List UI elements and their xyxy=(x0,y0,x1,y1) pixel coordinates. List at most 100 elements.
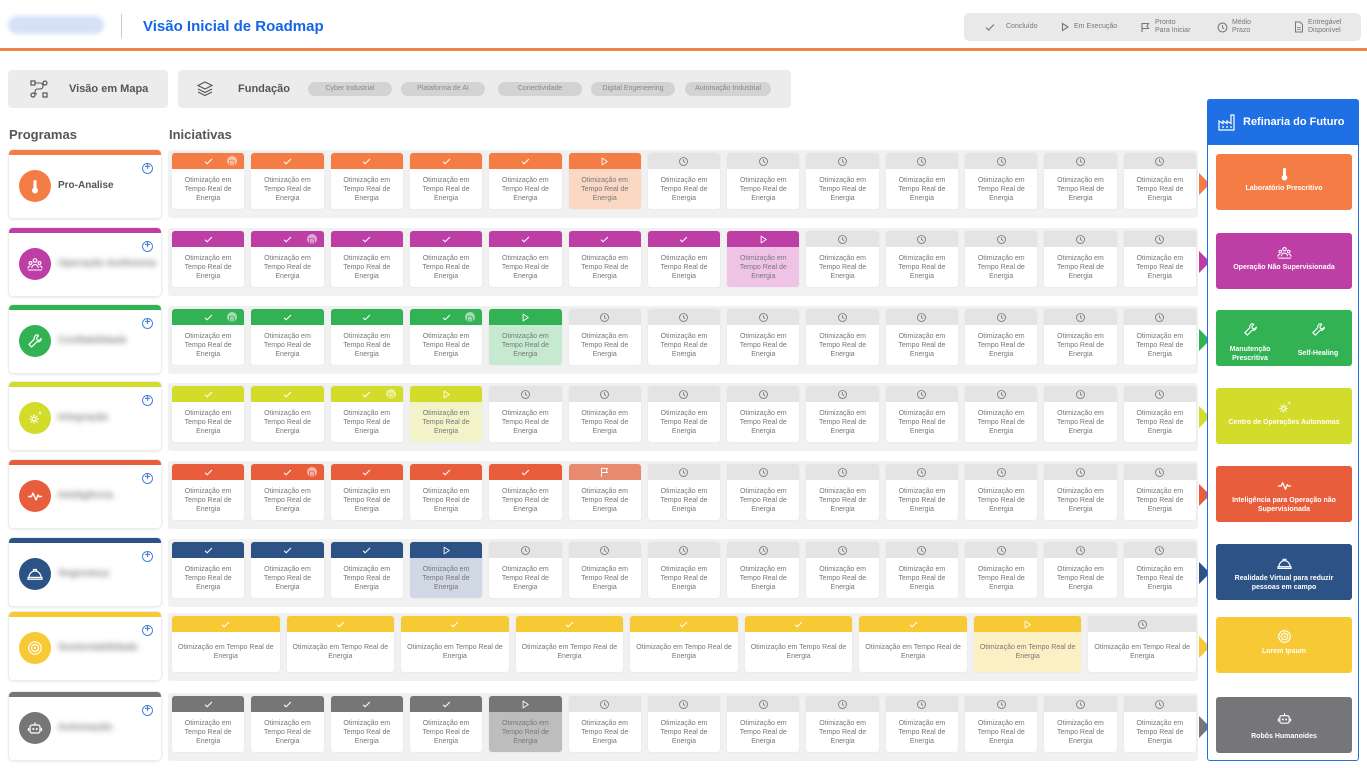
initiative-card[interactable]: Otimização em Tempo Real de Energia xyxy=(515,616,624,672)
add-initiative-button[interactable]: + xyxy=(142,625,153,636)
initiative-card[interactable]: Otimização em Tempo Real de Energia xyxy=(859,616,967,672)
initiative-card[interactable]: Otimização em Tempo Real de Energia xyxy=(1044,153,1117,209)
program-card[interactable]: Integração + xyxy=(9,382,161,450)
add-initiative-button[interactable]: + xyxy=(142,241,153,252)
initiative-card[interactable]: Otimização em Tempo Real de Energia xyxy=(885,542,959,598)
program-card[interactable]: Confiabilidade + xyxy=(9,305,161,373)
initiative-card[interactable]: Otimização em Tempo Real de Energia xyxy=(647,231,721,287)
initiative-card[interactable]: Otimização em Tempo Real de Energia xyxy=(647,386,721,442)
initiative-card[interactable]: Otimização em Tempo Real de Energia xyxy=(568,309,641,365)
initiative-card[interactable]: Otimização em Tempo Real de Energia xyxy=(172,386,245,442)
add-initiative-button[interactable]: + xyxy=(142,163,153,174)
initiative-card[interactable]: Otimização em Tempo Real de Energia xyxy=(172,542,245,598)
refinery-card[interactable]: Lorem Ipsum xyxy=(1216,617,1352,673)
initiative-card[interactable]: Otimização em Tempo Real de Energia xyxy=(1123,231,1196,287)
initiative-card[interactable]: Otimização em Tempo Real de Energia xyxy=(973,616,1082,672)
initiative-card[interactable]: Otimização em Tempo Real de Energia xyxy=(172,616,280,672)
initiative-card[interactable]: Otimização em Tempo Real de Energia xyxy=(409,153,483,209)
initiative-card[interactable]: Otimização em Tempo Real de Energia xyxy=(172,309,245,365)
initiative-card[interactable]: Otimização em Tempo Real de Energia xyxy=(885,309,959,365)
initiative-card[interactable]: Otimização em Tempo Real de Energia xyxy=(409,696,483,752)
initiative-card[interactable]: Otimização em Tempo Real de Energia xyxy=(1044,386,1117,442)
initiative-card[interactable]: Otimização em Tempo Real de Energia xyxy=(172,696,245,752)
initiative-card[interactable]: Otimização em Tempo Real de Energia xyxy=(885,696,959,752)
add-initiative-button[interactable]: + xyxy=(142,551,153,562)
initiative-card[interactable]: Otimização em Tempo Real de Energia xyxy=(489,464,562,520)
program-card[interactable]: Automação + xyxy=(9,692,161,760)
initiative-card[interactable]: Otimização em Tempo Real de Energia xyxy=(568,542,641,598)
initiative-card[interactable]: Otimização em Tempo Real de Energia xyxy=(1123,153,1196,209)
initiative-card[interactable]: Otimização em Tempo Real de Energia xyxy=(727,153,800,209)
initiative-card[interactable]: Otimização em Tempo Real de Energia xyxy=(330,696,403,752)
initiative-card[interactable]: Otimização em Tempo Real de Energia xyxy=(1044,542,1117,598)
initiative-card[interactable]: Otimização em Tempo Real de Energia xyxy=(330,386,403,442)
initiative-card[interactable]: Otimização em Tempo Real de Energia xyxy=(630,616,738,672)
initiative-card[interactable]: Otimização em Tempo Real de Energia xyxy=(965,464,1038,520)
initiative-card[interactable]: Otimização em Tempo Real de Energia xyxy=(568,696,641,752)
initiative-card[interactable]: Otimização em Tempo Real de Energia xyxy=(965,386,1038,442)
chip-cyber-industrial[interactable]: Cyber Industrial xyxy=(308,82,392,96)
program-card[interactable]: Sustentabilidade + xyxy=(9,612,161,680)
initiative-card[interactable]: Otimização em Tempo Real de Energia xyxy=(727,231,800,287)
initiative-card[interactable]: Otimização em Tempo Real de Energia xyxy=(647,153,721,209)
refinery-card[interactable]: Centro de Operações Autonomas xyxy=(1216,388,1352,444)
initiative-card[interactable]: Otimização em Tempo Real de Energia xyxy=(647,542,721,598)
initiative-card[interactable]: Otimização em Tempo Real de Energia xyxy=(409,542,483,598)
initiative-card[interactable]: Otimização em Tempo Real de Energia xyxy=(1044,231,1117,287)
refinery-card[interactable]: Laboratório Prescritivo xyxy=(1216,154,1352,210)
initiative-card[interactable]: Otimização em Tempo Real de Energia xyxy=(409,386,483,442)
initiative-card[interactable]: Otimização em Tempo Real de Energia xyxy=(251,231,324,287)
chip-conectividade[interactable]: Conectividade xyxy=(498,82,582,96)
initiative-card[interactable]: Otimização em Tempo Real de Energia xyxy=(1123,464,1196,520)
initiative-card[interactable]: Otimização em Tempo Real de Energia xyxy=(806,542,879,598)
chip-digital-engeneering[interactable]: Digital Engeneering xyxy=(591,82,675,96)
initiative-card[interactable]: Otimização em Tempo Real de Energia xyxy=(806,309,879,365)
initiative-card[interactable]: Otimização em Tempo Real de Energia xyxy=(647,309,721,365)
initiative-card[interactable]: Otimização em Tempo Real de Energia xyxy=(727,386,800,442)
add-initiative-button[interactable]: + xyxy=(142,318,153,329)
initiative-card[interactable]: Otimização em Tempo Real de Energia xyxy=(1044,309,1117,365)
add-initiative-button[interactable]: + xyxy=(142,705,153,716)
initiative-card[interactable]: Otimização em Tempo Real de Energia xyxy=(251,309,324,365)
add-initiative-button[interactable]: + xyxy=(142,395,153,406)
initiative-card[interactable]: Otimização em Tempo Real de Energia xyxy=(806,464,879,520)
initiative-card[interactable]: Otimização em Tempo Real de Energia xyxy=(489,309,562,365)
initiative-card[interactable]: Otimização em Tempo Real de Energia xyxy=(409,231,483,287)
initiative-card[interactable]: Otimização em Tempo Real de Energia xyxy=(172,153,245,209)
initiative-card[interactable]: Otimização em Tempo Real de Energia xyxy=(489,542,562,598)
initiative-card[interactable]: Otimização em Tempo Real de Energia xyxy=(330,153,403,209)
initiative-card[interactable]: Otimização em Tempo Real de Energia xyxy=(1044,464,1117,520)
initiative-card[interactable]: Otimização em Tempo Real de Energia xyxy=(1123,542,1196,598)
initiative-card[interactable]: Otimização em Tempo Real de Energia xyxy=(251,464,324,520)
initiative-card[interactable]: Otimização em Tempo Real de Energia xyxy=(727,309,800,365)
initiative-card[interactable]: Otimização em Tempo Real de Energia xyxy=(965,309,1038,365)
initiative-card[interactable]: Otimização em Tempo Real de Energia xyxy=(489,696,562,752)
initiative-card[interactable]: Otimização em Tempo Real de Energia xyxy=(172,231,245,287)
initiative-card[interactable]: Otimização em Tempo Real de Energia xyxy=(568,464,641,520)
program-card[interactable]: Segurança + xyxy=(9,538,161,606)
initiative-card[interactable]: Otimização em Tempo Real de Energia xyxy=(489,231,562,287)
program-card[interactable]: Operação Autônoma + xyxy=(9,228,161,296)
initiative-card[interactable]: Otimização em Tempo Real de Energia xyxy=(965,696,1038,752)
program-card[interactable]: Inteligência + xyxy=(9,460,161,528)
initiative-card[interactable]: Otimização em Tempo Real de Energia xyxy=(1123,696,1196,752)
chip-plataforma-ai[interactable]: Plataforma de AI xyxy=(401,82,485,96)
refinery-card[interactable]: Inteligência para Operação não Supervisi… xyxy=(1216,466,1352,522)
refinery-card[interactable]: Robôs Humanoides xyxy=(1216,697,1352,753)
chip-automacao-industrial[interactable]: Automação Industrial xyxy=(685,82,771,96)
initiative-card[interactable]: Otimização em Tempo Real de Energia xyxy=(568,231,641,287)
initiative-card[interactable]: Otimização em Tempo Real de Energia xyxy=(1123,309,1196,365)
initiative-card[interactable]: Otimização em Tempo Real de Energia xyxy=(251,153,324,209)
program-card[interactable]: Pro-Analise + xyxy=(9,150,161,218)
initiative-card[interactable]: Otimização em Tempo Real de Energia xyxy=(885,386,959,442)
initiative-card[interactable]: Otimização em Tempo Real de Energia xyxy=(1088,616,1196,672)
add-initiative-button[interactable]: + xyxy=(142,473,153,484)
refinery-card[interactable]: Manutenção Prescritiva Self-Healing xyxy=(1216,310,1352,366)
initiative-card[interactable]: Otimização em Tempo Real de Energia xyxy=(286,616,395,672)
initiative-card[interactable]: Otimização em Tempo Real de Energia xyxy=(806,231,879,287)
initiative-card[interactable]: Otimização em Tempo Real de Energia xyxy=(568,386,641,442)
initiative-card[interactable]: Otimização em Tempo Real de Energia xyxy=(744,616,853,672)
company-logo[interactable] xyxy=(8,16,104,34)
initiative-card[interactable]: Otimização em Tempo Real de Energia xyxy=(647,696,721,752)
initiative-card[interactable]: Otimização em Tempo Real de Energia xyxy=(330,464,403,520)
